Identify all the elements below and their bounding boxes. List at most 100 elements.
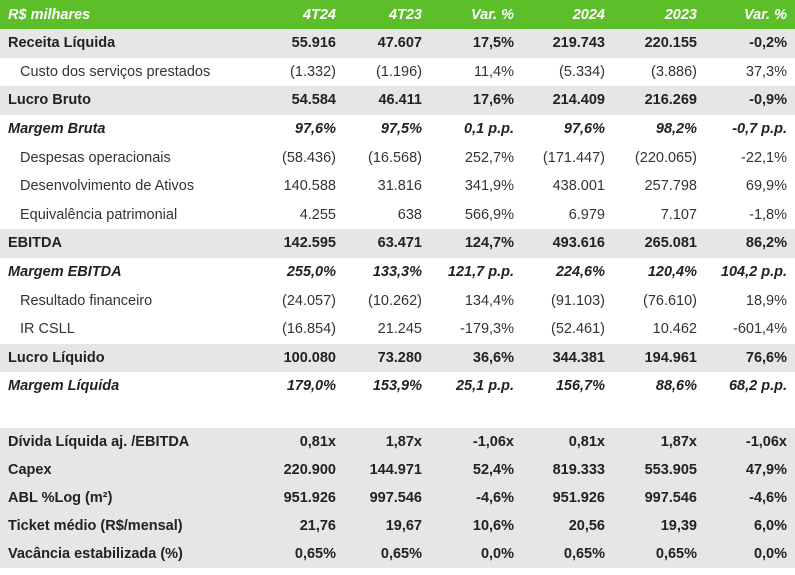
indicator-row: Dívida Líquida aj. /EBITDA 0,81x 1,87x -1,0… [0,427,795,456]
row-value: 121,7 p.p. [447,264,514,281]
row-label: Despesas operacionais [20,149,171,166]
row-value: (220.065) [634,149,697,166]
row-value: 341,9% [464,178,514,195]
row-value: 0,1 p.p. [464,121,514,138]
table-row: IR CSLL (16.854) 21.245 -179,3% (52.461) 10.4… [0,315,795,344]
indicator-value: -4,6% [705,483,795,512]
row-value: 88,6% [655,378,697,395]
indicator-value: 0,81x [522,427,613,456]
row-label: Margem Líquida [8,378,120,395]
row-value: (52.461) [550,321,605,338]
indicator-row: Capex 220.900 144.971 52,4% 819.333 553.905 47… [0,455,795,484]
row-value: 219.743 [522,29,613,58]
indicators-table-body: Dívida Líquida aj. /EBITDA 0,81x 1,87x -1,0… [0,427,795,568]
row-value: 566,9% [464,206,514,223]
indicator-value: 0,65% [344,539,430,568]
row-value: 47.607 [344,29,430,58]
row-label: Resultado financeiro [20,292,153,309]
indicator-value: 0,0% [705,539,795,568]
row-value: -22,1% [741,149,787,166]
row-value: 54.584 [258,86,344,115]
row-label: EBITDA [0,229,258,258]
table-row: Resultado financeiro (24.057) (10.262) 134,… [0,286,795,315]
indicator-value: 0,81x [258,427,344,456]
indicators-table: Dívida Líquida aj. /EBITDA 0,81x 1,87x -1,0… [0,427,795,568]
header-cell-4t24: 4T24 [258,0,344,29]
row-value: 344.381 [522,343,613,373]
row-value: 31.816 [377,178,422,195]
row-value: 98,2% [655,121,697,138]
row-value: 493.616 [522,229,613,258]
indicator-value: 19,67 [344,511,430,540]
row-value: 438.001 [552,178,605,195]
indicator-value: 21,76 [258,511,344,540]
indicator-value: 1,87x [613,427,705,456]
row-value: 6.979 [568,206,605,223]
row-value: (91.103) [550,292,605,309]
row-value: 638 [397,206,422,223]
row-value: 224,6% [555,264,605,281]
row-value: -0,2% [705,29,795,58]
indicator-label: Vacância estabilizada (%) [0,539,258,568]
financial-summary-table: R$ milhares 4T24 4T23 Var. % 2024 2023 V… [0,0,795,401]
indicator-value: -4,6% [430,483,522,512]
indicator-value: 47,9% [705,455,795,484]
row-value: 97,5% [380,121,422,138]
row-value: 11,4% [473,63,514,80]
row-value: 156,7% [555,378,605,395]
row-value: 216.269 [613,86,705,115]
row-value: 124,7% [430,229,522,258]
row-value: 220.155 [613,29,705,58]
row-label: Lucro Bruto [0,86,258,115]
row-value: (171.447) [542,149,605,166]
row-value: -0,9% [705,86,795,115]
table-header-row: R$ milhares 4T24 4T23 Var. % 2024 2023 V… [0,0,795,29]
row-value: 142.595 [258,229,344,258]
row-value: 73.280 [344,343,430,373]
row-value: 21.245 [377,321,422,338]
indicator-value: 52,4% [430,455,522,484]
row-value: (24.057) [281,292,336,309]
row-value: (76.610) [642,292,697,309]
row-value: 10.462 [652,321,697,338]
indicator-value: 20,56 [522,511,613,540]
row-value: 4.255 [299,206,336,223]
row-value: (16.854) [281,321,336,338]
row-value: 7.107 [660,206,697,223]
row-value: 97,6% [563,121,605,138]
indicator-value: 553.905 [613,455,705,484]
indicator-value: 951.926 [522,483,613,512]
row-value: -1,8% [749,206,787,223]
indicator-row: Vacância estabilizada (%) 0,65% 0,65% 0,0% 0… [0,539,795,568]
row-value: 55.916 [258,29,344,58]
table-row: EBITDA 142.595 63.471 124,7% 493.616 265.081 8… [0,229,795,258]
row-label: Custo dos serviços prestados [20,63,211,80]
row-value: 134,4% [464,292,514,309]
row-value: 133,3% [372,264,422,281]
row-value: -0,7 p.p. [732,121,787,138]
header-cell-4t23: 4T23 [344,0,430,29]
row-value: 18,9% [745,292,787,309]
row-value: 76,6% [705,343,795,373]
table-row: Margem Bruta 97,6% 97,5% 0,1 p.p. 97,6% 98,2%… [0,115,795,144]
row-value: 179,0% [286,378,336,395]
row-value: (16.568) [367,149,422,166]
row-value: 69,9% [745,178,787,195]
row-value: 100.080 [258,343,344,373]
row-value: 257.798 [644,178,697,195]
row-value: 86,2% [705,229,795,258]
row-value: 194.961 [613,343,705,373]
header-cell-2023: 2023 [613,0,705,29]
indicator-value: 1,87x [344,427,430,456]
indicator-label: Dívida Líquida aj. /EBITDA [0,427,258,456]
row-value: -601,4% [732,321,787,338]
row-label: Margem Bruta [8,121,106,138]
indicator-value: 10,6% [430,511,522,540]
indicator-value: 19,39 [613,511,705,540]
indicator-label: Capex [0,455,258,484]
row-value: 68,2 p.p. [728,378,787,395]
indicator-value: 0,65% [522,539,613,568]
indicator-value: 819.333 [522,455,613,484]
row-value: (58.436) [281,149,336,166]
main-table-body: Receita Líquida 55.916 47.607 17,5% 219.743 2… [0,29,795,401]
